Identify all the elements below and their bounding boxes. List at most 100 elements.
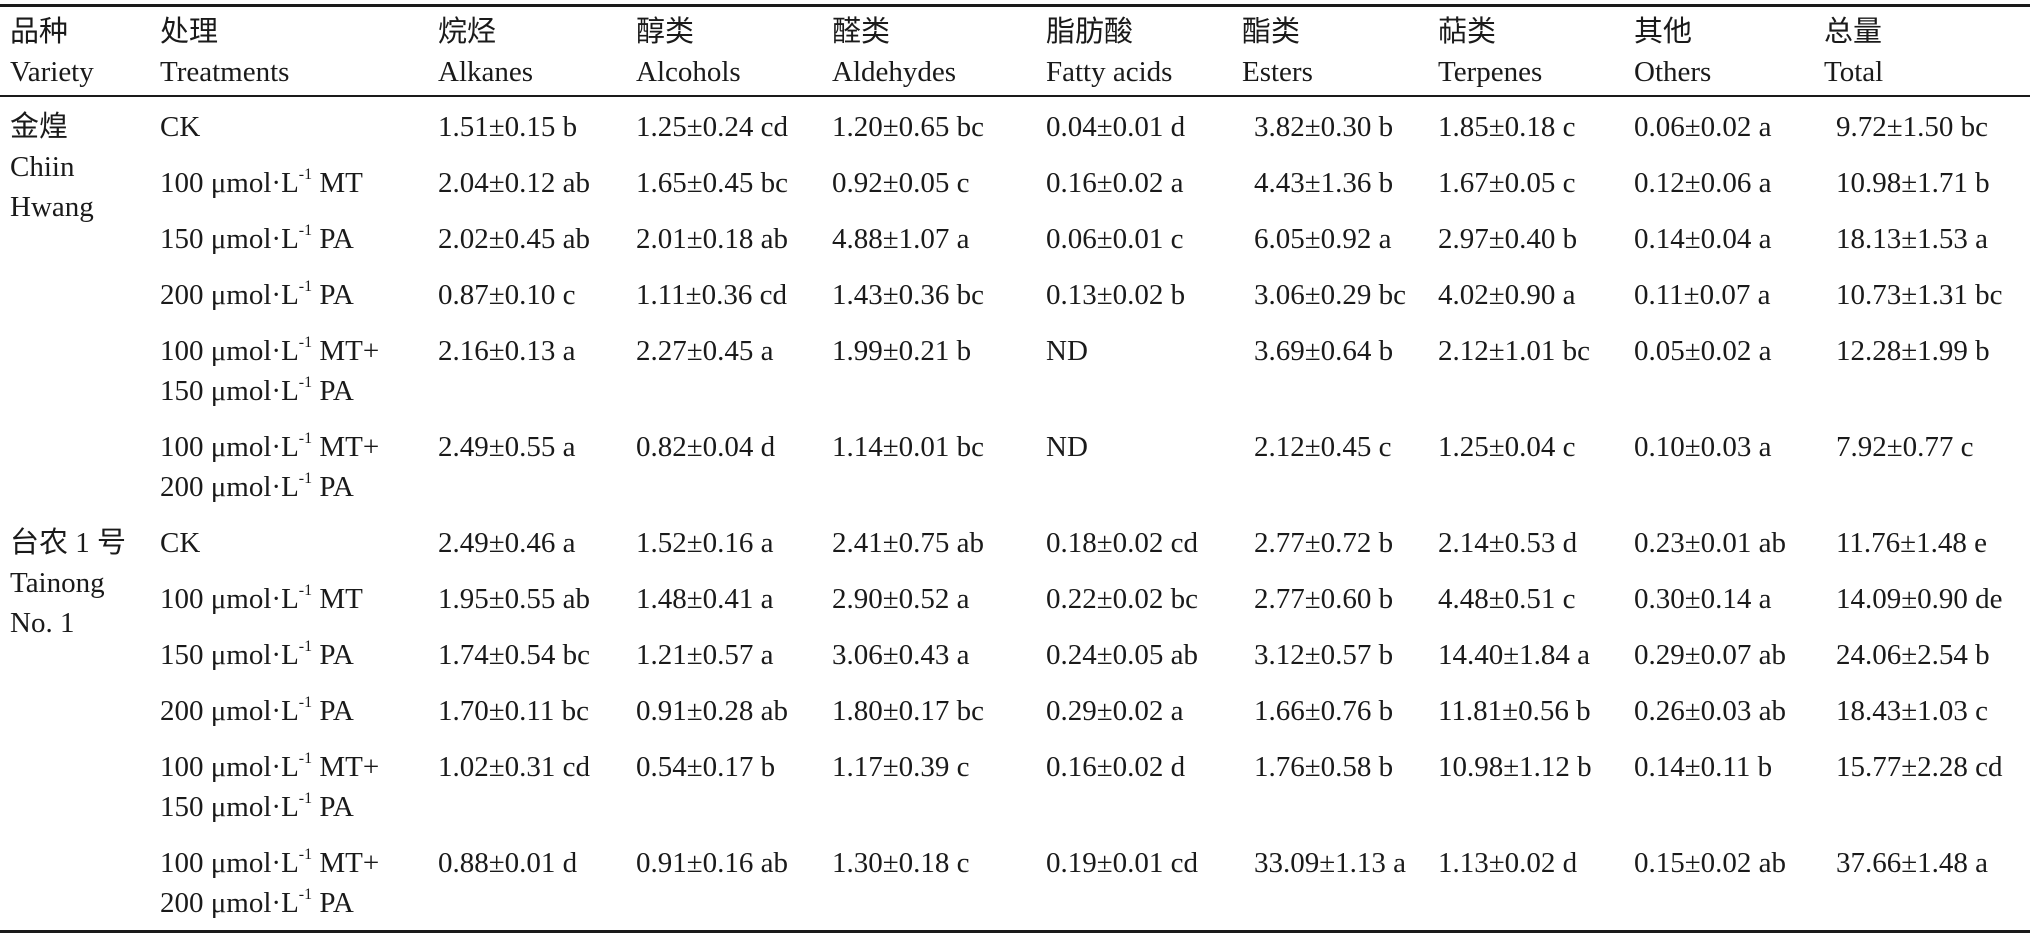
- volatile-compounds-table: 品种 Variety 处理 Treatments 烷烃 Alkanes 醇类 Alcohols…: [0, 4, 2030, 933]
- value-cell: 0.15±0.02 ab: [1634, 847, 1787, 879]
- value-cell: 0.14±0.04 a: [1634, 223, 1772, 255]
- treatment-unit-exponent: -1: [298, 694, 313, 712]
- treatment-unit-exponent: -1: [298, 334, 313, 352]
- value-cell: 0.18±0.02 cd: [1046, 527, 1199, 559]
- treatment-line: 200 μmol·L-1 PA: [160, 883, 428, 923]
- value-cell: 1.85±0.18 c: [1438, 111, 1576, 143]
- value-cell: 2.12±1.01 bc: [1438, 335, 1591, 367]
- treatment-line: 200 μmol·L-1 PA: [160, 691, 428, 731]
- value-cell: 1.25±0.24 cd: [636, 111, 789, 143]
- value-cell: 14.09±0.90 de: [1836, 583, 2003, 615]
- treatment-line: 150 μmol·L-1 PA: [160, 787, 428, 827]
- treatment-unit: μmol·L: [210, 279, 299, 311]
- treatment-unit: μmol·L: [210, 167, 299, 199]
- column-header-zh: 处理: [160, 16, 219, 48]
- value-cell: 2.97±0.40 b: [1438, 223, 1578, 255]
- value-cell: 2.16±0.13 a: [438, 335, 576, 367]
- treatment-unit-exponent: -1: [298, 582, 313, 600]
- value-cell: 4.43±1.36 b: [1254, 167, 1394, 199]
- value-cell: 1.30±0.18 c: [832, 847, 970, 879]
- value-cell: 1.14±0.01 bc: [832, 431, 985, 463]
- value-cell: 4.88±1.07 a: [832, 223, 970, 255]
- table-body: 金煌 Chiin Hwang CK 1.51±0.15 b 1.25±0.24 cd 1.2…: [0, 96, 2030, 932]
- table-row: 200 μmol·L-1 PA 1.70±0.11 bc 0.91±0.28 ab 1…: [0, 682, 2030, 738]
- variety-name-zh: 金煌: [10, 111, 69, 143]
- treatment-unit-exponent: -1: [298, 222, 313, 240]
- treatment-dose: 100: [160, 167, 204, 199]
- treatment-line: 100 μmol·L-1 MT+: [160, 331, 428, 371]
- treatment-unit: μmol·L: [210, 335, 299, 367]
- treatment-agent: PA: [319, 375, 354, 407]
- value-cell: 2.02±0.45 ab: [438, 223, 591, 255]
- value-cell: 3.06±0.29 bc: [1254, 279, 1407, 311]
- treatment-label: CK: [160, 527, 201, 559]
- column-header-en: Aldehydes: [832, 56, 957, 88]
- treatment-unit: μmol·L: [210, 431, 299, 463]
- value-cell: 2.27±0.45 a: [636, 335, 774, 367]
- header-row: 品种 Variety 处理 Treatments 烷烃 Alkanes 醇类 Alcohols…: [0, 5, 2030, 97]
- value-cell: 3.69±0.64 b: [1254, 335, 1394, 367]
- value-cell: 1.13±0.02 d: [1438, 847, 1578, 879]
- treatment-cell: CK: [150, 514, 428, 570]
- value-cell: 2.49±0.55 a: [438, 431, 576, 463]
- treatment-unit: μmol·L: [210, 751, 299, 783]
- value-cell: 3.82±0.30 b: [1254, 111, 1394, 143]
- table-row: 100 μmol·L-1 MT+ 150 μmol·L-1 PA 1.02±0.31…: [0, 738, 2030, 834]
- variety-name-en: Chiin: [10, 151, 75, 183]
- value-cell: 11.81±0.56 b: [1438, 695, 1591, 727]
- treatment-unit: μmol·L: [210, 223, 299, 255]
- value-cell: 0.92±0.05 c: [832, 167, 970, 199]
- value-cell: 0.54±0.17 b: [636, 751, 776, 783]
- variety-name-zh: 台农 1 号: [10, 527, 127, 559]
- value-cell: 1.25±0.04 c: [1438, 431, 1576, 463]
- value-cell: 0.82±0.04 d: [636, 431, 776, 463]
- column-header-en: Esters: [1242, 56, 1313, 88]
- value-cell: 0.23±0.01 ab: [1634, 527, 1787, 559]
- column-header-zh: 醇类: [636, 16, 695, 48]
- treatment-line: 200 μmol·L-1 PA: [160, 275, 428, 315]
- value-cell: 2.12±0.45 c: [1254, 431, 1392, 463]
- treatment-unit: μmol·L: [210, 583, 299, 615]
- treatment-unit: μmol·L: [210, 791, 299, 823]
- value-cell: 0.16±0.02 d: [1046, 751, 1186, 783]
- column-header: 品种 Variety: [0, 6, 150, 97]
- treatment-agent: MT+: [319, 847, 380, 879]
- treatment-agent: PA: [319, 695, 354, 727]
- treatment-dose: 100: [160, 335, 204, 367]
- value-cell: 2.77±0.72 b: [1254, 527, 1394, 559]
- treatment-line: CK: [160, 107, 428, 147]
- value-cell: 1.65±0.45 bc: [636, 167, 789, 199]
- table-row: 100 μmol·L-1 MT+ 200 μmol·L-1 PA 2.49±0.55…: [0, 418, 2030, 514]
- treatment-cell: 100 μmol·L-1 MT: [150, 570, 428, 626]
- treatment-agent: PA: [319, 639, 354, 671]
- value-cell: 0.87±0.10 c: [438, 279, 576, 311]
- value-cell: 1.20±0.65 bc: [832, 111, 985, 143]
- value-cell: 0.06±0.02 a: [1634, 111, 1772, 143]
- column-header-zh: 品种: [10, 16, 69, 48]
- column-header-zh: 总量: [1824, 16, 1883, 48]
- value-cell: 0.10±0.03 a: [1634, 431, 1772, 463]
- treatment-line: 100 μmol·L-1 MT: [160, 579, 428, 619]
- treatment-line: 200 μmol·L-1 PA: [160, 467, 428, 507]
- treatment-unit-exponent: -1: [298, 166, 313, 184]
- treatment-line: 150 μmol·L-1 PA: [160, 219, 428, 259]
- treatment-dose: 150: [160, 375, 204, 407]
- value-cell: 10.98±1.12 b: [1438, 751, 1592, 783]
- value-cell: 1.95±0.55 ab: [438, 583, 591, 615]
- value-cell: 9.72±1.50 bc: [1836, 111, 1989, 143]
- value-cell: 3.06±0.43 a: [832, 639, 970, 671]
- value-cell: 1.48±0.41 a: [636, 583, 774, 615]
- variety-name-en: Tainong: [10, 567, 105, 599]
- value-cell: 0.30±0.14 a: [1634, 583, 1772, 615]
- table-header: 品种 Variety 处理 Treatments 烷烃 Alkanes 醇类 Alcohols…: [0, 5, 2030, 97]
- column-header-zh: 萜类: [1438, 16, 1497, 48]
- value-cell: 2.01±0.18 ab: [636, 223, 789, 255]
- treatment-cell: 100 μmol·L-1 MT: [150, 154, 428, 210]
- column-header: 烷烃 Alkanes: [428, 6, 626, 97]
- column-header-en: Terpenes: [1438, 56, 1543, 88]
- treatment-cell: CK: [150, 96, 428, 154]
- value-cell: 1.52±0.16 a: [636, 527, 774, 559]
- treatment-agent: PA: [319, 223, 354, 255]
- column-header: 醛类 Aldehydes: [822, 6, 1036, 97]
- value-cell: 1.76±0.58 b: [1254, 751, 1394, 783]
